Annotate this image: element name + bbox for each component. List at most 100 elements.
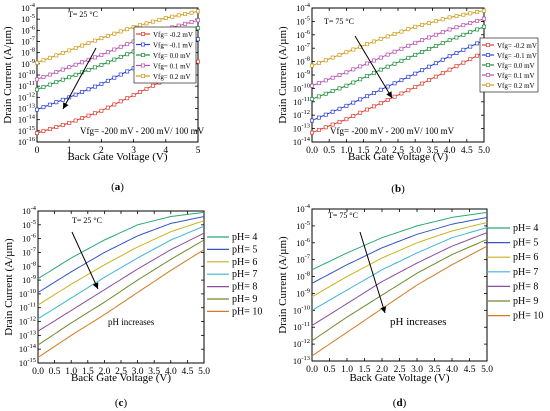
x-tick-label: 4.5 (461, 146, 473, 156)
data-point (93, 38, 97, 43)
data-point (399, 78, 404, 83)
x-tick-label: 0.0 (306, 365, 318, 375)
legend-marker (486, 43, 490, 47)
trend-arrow (71, 231, 99, 290)
data-point (427, 64, 431, 69)
series-line (37, 225, 205, 320)
y-tick-label: 10-8 (296, 271, 310, 282)
data-point (468, 57, 473, 62)
x-tick-label: 4.0 (165, 367, 177, 377)
legend-marker (141, 63, 145, 68)
legend-label: pH= 10 (232, 306, 262, 317)
data-point (323, 112, 328, 117)
data-point (413, 40, 418, 45)
legend-label: pH= 7 (232, 269, 257, 280)
data-point (196, 59, 200, 64)
data-point (35, 60, 39, 65)
data-point (54, 100, 59, 105)
data-point (93, 84, 97, 89)
data-point (60, 67, 65, 72)
data-point (385, 64, 390, 69)
data-point (468, 44, 473, 49)
data-point (310, 130, 314, 135)
data-point (371, 58, 376, 63)
panel-caption: (c) (115, 397, 128, 409)
x-tick-label: 1.5 (359, 365, 371, 375)
data-point (358, 110, 363, 115)
legend-label: pH= 6 (513, 252, 538, 263)
data-point (454, 51, 459, 55)
data-point (47, 102, 52, 107)
data-point (337, 86, 342, 91)
y-tick-label: 10-6 (296, 29, 311, 40)
data-point (433, 44, 438, 49)
legend-label: pH= 5 (513, 238, 538, 249)
data-point (440, 30, 445, 35)
data-point (378, 101, 383, 106)
data-point (189, 20, 194, 25)
data-point (454, 64, 459, 69)
y-tick-label: 10-13 (18, 103, 35, 114)
data-point (196, 26, 200, 31)
data-point (323, 58, 328, 63)
data-point (73, 72, 78, 77)
data-point (150, 19, 155, 24)
legend: Vfg= -0.2 mV Vfg= -0.1 mV Vfg= 0.0 mV Vfg= … (479, 37, 539, 93)
data-point (125, 42, 130, 47)
data-point (461, 60, 466, 65)
data-point (170, 14, 175, 19)
chart-panel-b: 10-14 10-13 10-12 10-11 10-10 10-9 10-8 10-7 10-… (277, 2, 539, 195)
data-point (454, 35, 459, 40)
data-point (344, 117, 349, 122)
data-point (310, 63, 314, 68)
y-tick-label: 10-10 (19, 288, 36, 299)
x-tick-label: 2.5 (115, 367, 127, 377)
legend-label: Vfg= 0.1 mV (153, 63, 191, 71)
data-point (475, 41, 480, 46)
data-point (86, 41, 91, 46)
data-point (150, 83, 155, 88)
data-point (35, 77, 39, 82)
data-point (454, 14, 459, 18)
legend-marker (141, 42, 145, 47)
x-tick-label: 3.0 (411, 365, 423, 375)
trend-arrow-head (380, 306, 387, 313)
x-tick-label: 5 (196, 146, 201, 156)
x-tick-label: 1.0 (340, 146, 352, 156)
data-point (461, 32, 466, 37)
data-point (482, 8, 486, 13)
data-point (80, 60, 85, 65)
data-point (378, 87, 383, 92)
x-tick-label: 0 (35, 146, 40, 156)
data-point (80, 116, 85, 121)
y-axis-label: Drain Current (A/µm) (277, 236, 289, 334)
chart-panel-a: 10-1610-1510-1410-1310-1210-1110-1010-91… (2, 2, 205, 193)
data-point (176, 13, 181, 18)
data-point (337, 106, 342, 111)
data-point (330, 89, 335, 94)
legend-marker (486, 63, 490, 67)
temperature-label: T= 25 °C (68, 10, 98, 19)
data-point (80, 90, 85, 94)
data-point (105, 50, 110, 55)
y-tick-label: 10-11 (293, 321, 310, 332)
data-point (138, 23, 142, 28)
y-tick-label: 10-10 (18, 69, 35, 80)
legend-label: pH= 6 (232, 257, 257, 268)
y-tick-label: 10-13 (293, 123, 310, 134)
data-point (316, 81, 321, 85)
data-point (365, 74, 369, 79)
y-tick-label: 10-15 (18, 125, 35, 136)
legend-label: pH= 9 (232, 294, 257, 305)
data-point (454, 25, 459, 30)
data-point (351, 67, 356, 72)
data-point (420, 50, 425, 54)
data-point (371, 104, 376, 109)
legend-label: pH= 10 (513, 311, 543, 322)
y-tick-label: 10-11 (293, 96, 310, 107)
series-line (311, 211, 488, 271)
data-point (365, 107, 369, 112)
panel-caption: (a) (111, 181, 124, 193)
legend: pH= 4pH= 5 pH= 6pH= 7 pH= 8pH= 9pH= 10 (207, 232, 262, 317)
data-point (371, 70, 376, 75)
